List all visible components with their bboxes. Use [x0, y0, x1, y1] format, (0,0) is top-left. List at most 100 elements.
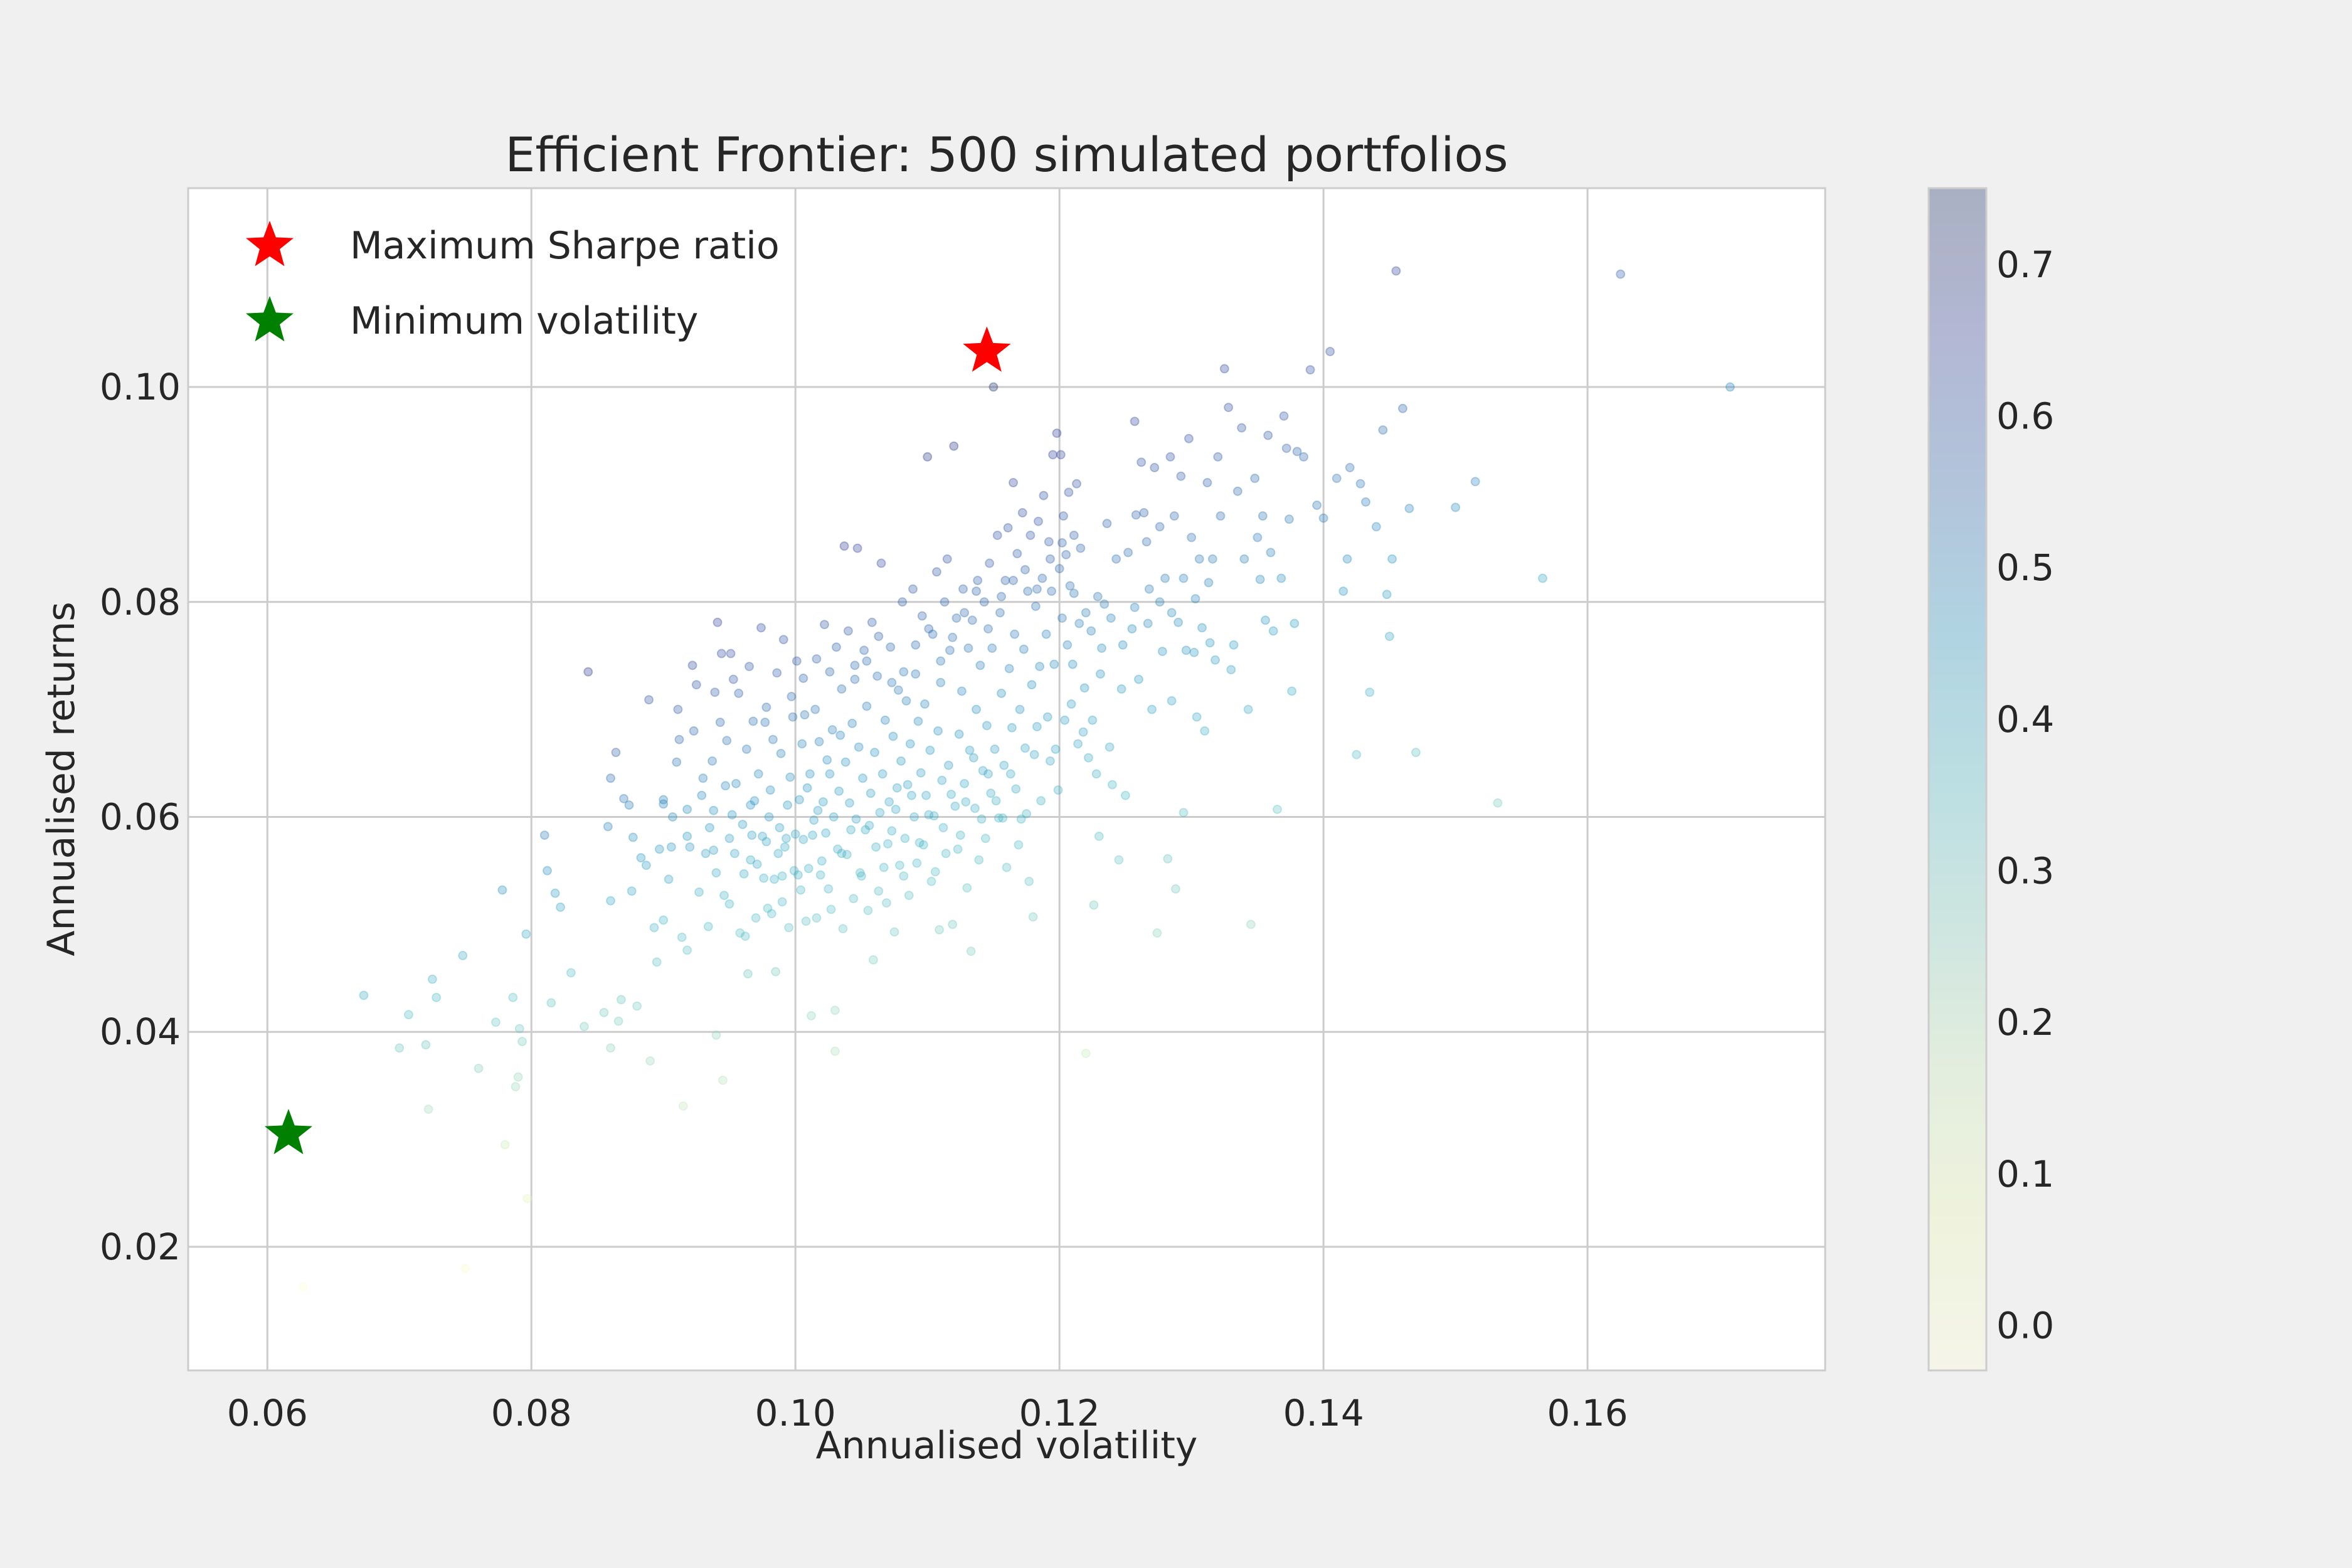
portfolio-point	[458, 951, 468, 961]
portfolio-point	[616, 995, 626, 1005]
portfolio-point	[1102, 519, 1112, 529]
portfolio-point	[1019, 644, 1029, 654]
colorbar-tick-label: 0.6	[1996, 395, 2054, 438]
portfolio-point	[1094, 831, 1104, 841]
portfolio-point	[1272, 804, 1282, 814]
portfolio-point	[987, 643, 997, 653]
portfolio-point	[1114, 855, 1124, 865]
portfolio-point	[1255, 575, 1265, 585]
portfolio-point	[606, 896, 616, 906]
colorbar-tick-label: 0.0	[1996, 1305, 2054, 1347]
portfolio-point	[1261, 615, 1271, 625]
portfolio-point	[992, 531, 1002, 541]
portfolio-point	[852, 543, 862, 553]
portfolio-point	[808, 830, 818, 840]
portfolio-point	[748, 716, 758, 726]
portfolio-point	[673, 704, 683, 714]
portfolio-point	[1002, 862, 1012, 872]
portfolio-point	[556, 902, 566, 912]
portfolio-point	[879, 862, 889, 872]
portfolio-point	[1470, 477, 1480, 487]
x-tick-label: 0.08	[491, 1392, 572, 1434]
portfolio-point	[854, 742, 864, 752]
portfolio-point	[1130, 416, 1140, 426]
portfolio-point	[918, 840, 928, 850]
portfolio-point	[1538, 573, 1548, 583]
portfolio-point	[914, 838, 924, 848]
portfolio-point	[895, 861, 905, 871]
portfolio-point	[993, 813, 1004, 823]
portfolio-point	[958, 584, 968, 594]
legend-maximum-sharpe-ratio-label: Maximum Sharpe ratio	[350, 224, 780, 268]
portfolio-point	[777, 897, 787, 907]
portfolio-point	[923, 452, 933, 462]
portfolio-point	[988, 382, 999, 392]
portfolio-point	[983, 624, 993, 634]
portfolio-point	[818, 797, 828, 807]
portfolio-point	[982, 721, 992, 731]
portfolio-point	[892, 783, 902, 793]
portfolio-point	[1210, 655, 1221, 665]
portfolio-point	[712, 617, 723, 627]
portfolio-point	[983, 769, 993, 779]
portfolio-points	[298, 266, 1735, 1291]
portfolio-point	[1451, 502, 1461, 512]
portfolio-point	[1345, 463, 1355, 473]
portfolio-point	[1382, 590, 1392, 600]
portfolio-point	[896, 756, 906, 766]
portfolio-point	[543, 866, 553, 876]
portfolio-point	[834, 786, 844, 796]
portfolio-point	[942, 554, 952, 564]
portfolio-point	[1065, 581, 1075, 591]
portfolio-point	[721, 781, 731, 791]
x-tick-labels: 0.06 0.08 0.10 0.12 0.14 0.16	[227, 1392, 1628, 1434]
x-axis-label: Annualised volatility	[816, 1424, 1198, 1468]
portfolio-point	[1004, 664, 1014, 674]
portfolio-point	[1338, 586, 1348, 596]
portfolio-point	[1079, 683, 1089, 693]
portfolio-point	[960, 778, 970, 788]
portfolio-point	[738, 819, 748, 829]
portfolio-point	[858, 773, 868, 783]
portfolio-point	[579, 1022, 589, 1032]
portfolio-point	[881, 898, 891, 908]
y-tick-label: 0.08	[100, 581, 181, 623]
portfolio-point	[784, 923, 794, 933]
portfolio-point	[427, 974, 437, 984]
portfolio-point	[772, 668, 782, 678]
portfolio-point	[704, 823, 714, 833]
x-tick-label: 0.10	[755, 1392, 836, 1434]
portfolio-point	[719, 891, 729, 901]
portfolio-point	[855, 868, 865, 878]
portfolio-point	[1352, 750, 1362, 760]
portfolio-point	[911, 669, 921, 679]
colorbar-gradient	[1927, 187, 1988, 1372]
portfolio-point	[1204, 578, 1214, 588]
portfolio-point	[904, 891, 914, 901]
portfolio-point	[1243, 704, 1253, 714]
portfolio-point	[1200, 726, 1210, 736]
portfolio-point	[783, 800, 793, 810]
portfolio-point	[928, 629, 938, 639]
portfolio-point	[727, 810, 737, 820]
portfolio-point	[1213, 452, 1223, 462]
portfolio-point	[883, 839, 893, 849]
x-tick-label: 0.16	[1547, 1392, 1628, 1434]
portfolio-point	[1318, 513, 1328, 523]
portfolio-point	[1266, 548, 1276, 558]
portfolio-point	[920, 699, 930, 709]
portfolio-point	[1239, 554, 1249, 564]
portfolio-point	[1170, 884, 1180, 894]
portfolio-point	[761, 702, 771, 712]
portfolio-point	[1202, 478, 1212, 488]
portfolio-point	[490, 1017, 501, 1027]
portfolio-point	[998, 813, 1008, 823]
portfolio-point	[1197, 623, 1207, 633]
portfolio-point	[508, 992, 518, 1002]
portfolio-point	[850, 660, 860, 670]
portfolio-point	[659, 795, 669, 805]
portfolio-point	[771, 967, 781, 977]
portfolio-point	[1056, 450, 1066, 460]
colorbar-tick-label: 0.4	[1996, 698, 2054, 741]
